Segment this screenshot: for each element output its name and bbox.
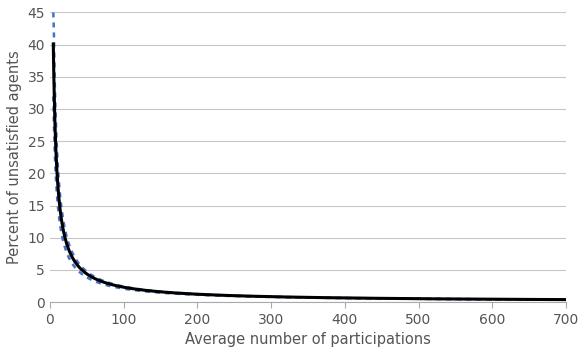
X-axis label: Average number of participations: Average number of participations xyxy=(185,332,431,347)
Y-axis label: Percent of unsatisfied agents: Percent of unsatisfied agents xyxy=(7,50,22,264)
